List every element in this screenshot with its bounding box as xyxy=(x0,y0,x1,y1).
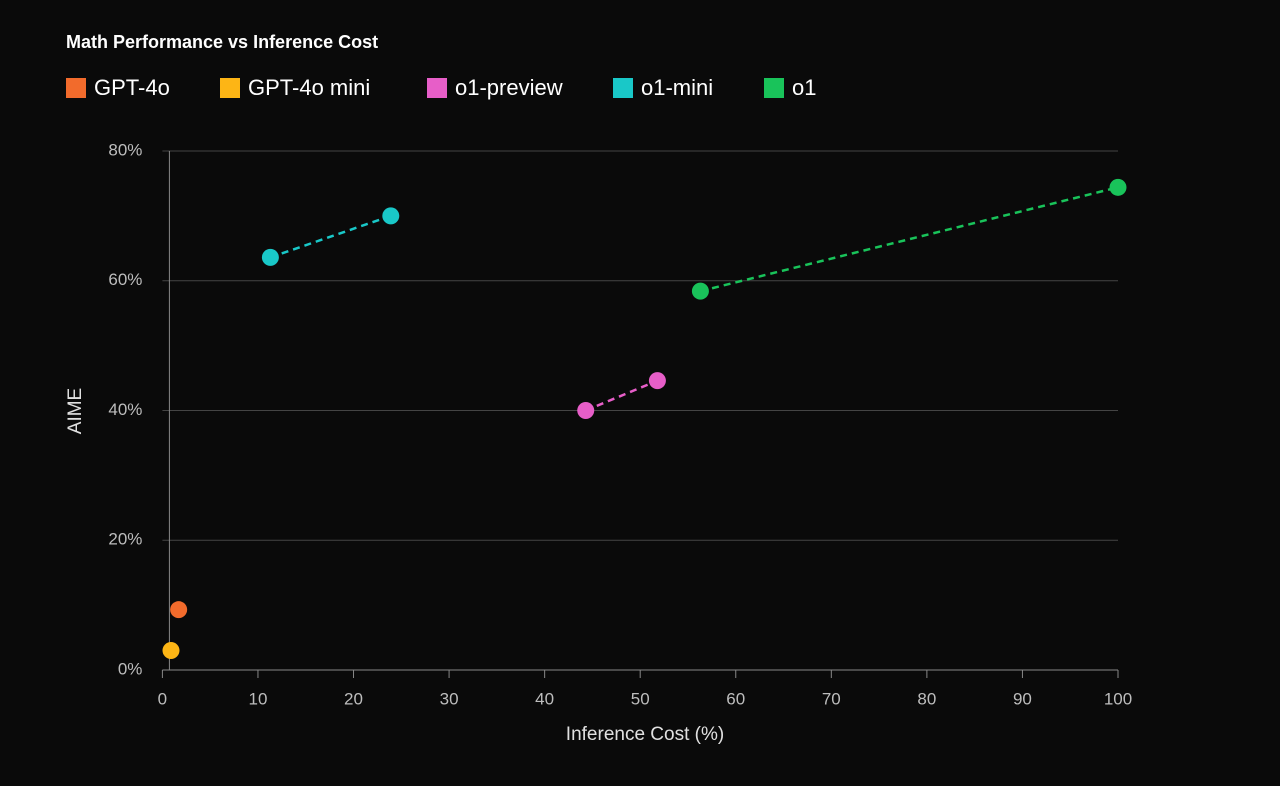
x-tick-label: 70 xyxy=(822,689,841,708)
point xyxy=(1109,178,1127,196)
point xyxy=(382,207,400,225)
y-tick-label: 80% xyxy=(108,140,142,159)
legend-label: o1-preview xyxy=(455,75,563,100)
x-tick-label: 0 xyxy=(158,689,167,708)
y-axis-label: AIME xyxy=(65,388,86,434)
point xyxy=(577,402,595,419)
chart-title: Math Performance vs Inference Cost xyxy=(66,32,378,52)
legend-swatch xyxy=(66,78,86,98)
legend-swatch xyxy=(427,78,447,98)
legend-swatch xyxy=(764,78,784,98)
series-line xyxy=(700,186,1119,293)
series-line xyxy=(269,214,392,259)
x-tick-label: 50 xyxy=(631,689,650,708)
legend-label: o1 xyxy=(792,75,816,100)
point xyxy=(162,642,180,660)
y-tick-label: 0% xyxy=(118,659,143,678)
point xyxy=(170,601,188,619)
x-tick-label: 80 xyxy=(917,689,936,708)
x-tick-label: 60 xyxy=(726,689,745,708)
point xyxy=(648,372,666,390)
legend-label: GPT-4o xyxy=(94,75,170,100)
x-tick-label: 30 xyxy=(440,689,459,708)
legend-swatch xyxy=(613,78,633,98)
x-axis-label: Inference Cost (%) xyxy=(566,724,724,745)
x-tick-label: 40 xyxy=(535,689,554,708)
y-tick-label: 60% xyxy=(108,270,142,289)
x-tick-label: 90 xyxy=(1013,689,1032,708)
x-tick-label: 20 xyxy=(344,689,363,708)
y-tick-label: 20% xyxy=(108,530,142,549)
legend-swatch xyxy=(220,78,240,98)
legend-label: GPT-4o mini xyxy=(248,75,370,100)
x-tick-label: 100 xyxy=(1104,689,1132,708)
y-tick-label: 40% xyxy=(108,400,142,419)
point xyxy=(261,248,279,266)
x-tick-label: 10 xyxy=(248,689,267,708)
legend-label: o1-mini xyxy=(641,75,713,100)
point xyxy=(691,282,709,300)
series-line xyxy=(585,379,658,412)
